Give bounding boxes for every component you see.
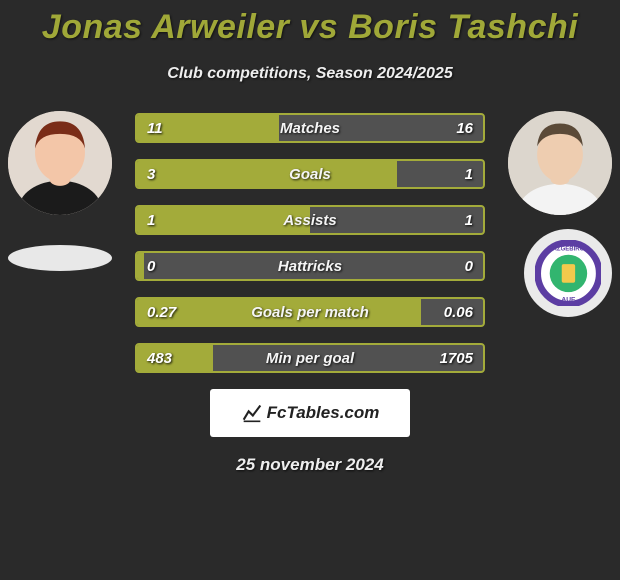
footer-brand-text: FcTables.com <box>267 403 380 423</box>
svg-text:AUE: AUE <box>561 296 576 303</box>
stat-label: Hattricks <box>137 253 483 279</box>
stat-label: Matches <box>137 115 483 141</box>
svg-text:ERZGEBIRGE: ERZGEBIRGE <box>548 246 588 252</box>
comparison-panel: ERZGEBIRGE AUE 11Matches163Goals11Assist… <box>0 111 620 373</box>
stat-right-value: 1 <box>465 161 473 187</box>
page-title: Jonas Arweiler vs Boris Tashchi <box>0 0 620 47</box>
stat-row: 3Goals1 <box>135 159 485 189</box>
stat-right-value: 1705 <box>440 345 473 371</box>
stat-right-value: 16 <box>456 115 473 141</box>
player-right-avatar <box>508 111 612 215</box>
player-left-avatar <box>8 111 112 215</box>
stat-row: 1Assists1 <box>135 205 485 235</box>
stat-right-value: 1 <box>465 207 473 233</box>
stat-label: Goals <box>137 161 483 187</box>
footer-brand-badge: FcTables.com <box>210 389 410 437</box>
footer-date: 25 november 2024 <box>0 455 620 475</box>
chart-icon <box>241 403 263 423</box>
stat-row: 11Matches16 <box>135 113 485 143</box>
stat-label: Assists <box>137 207 483 233</box>
player-right-club-badge: ERZGEBIRGE AUE <box>524 229 612 317</box>
page-subtitle: Club competitions, Season 2024/2025 <box>0 65 620 83</box>
stat-row: 483Min per goal1705 <box>135 343 485 373</box>
stat-label: Goals per match <box>137 299 483 325</box>
stat-row: 0.27Goals per match0.06 <box>135 297 485 327</box>
stat-bars: 11Matches163Goals11Assists10Hattricks00.… <box>135 111 485 373</box>
stat-right-value: 0.06 <box>444 299 473 325</box>
stat-right-value: 0 <box>465 253 473 279</box>
stat-label: Min per goal <box>137 345 483 371</box>
player-left-club-badge <box>8 245 112 271</box>
stat-row: 0Hattricks0 <box>135 251 485 281</box>
